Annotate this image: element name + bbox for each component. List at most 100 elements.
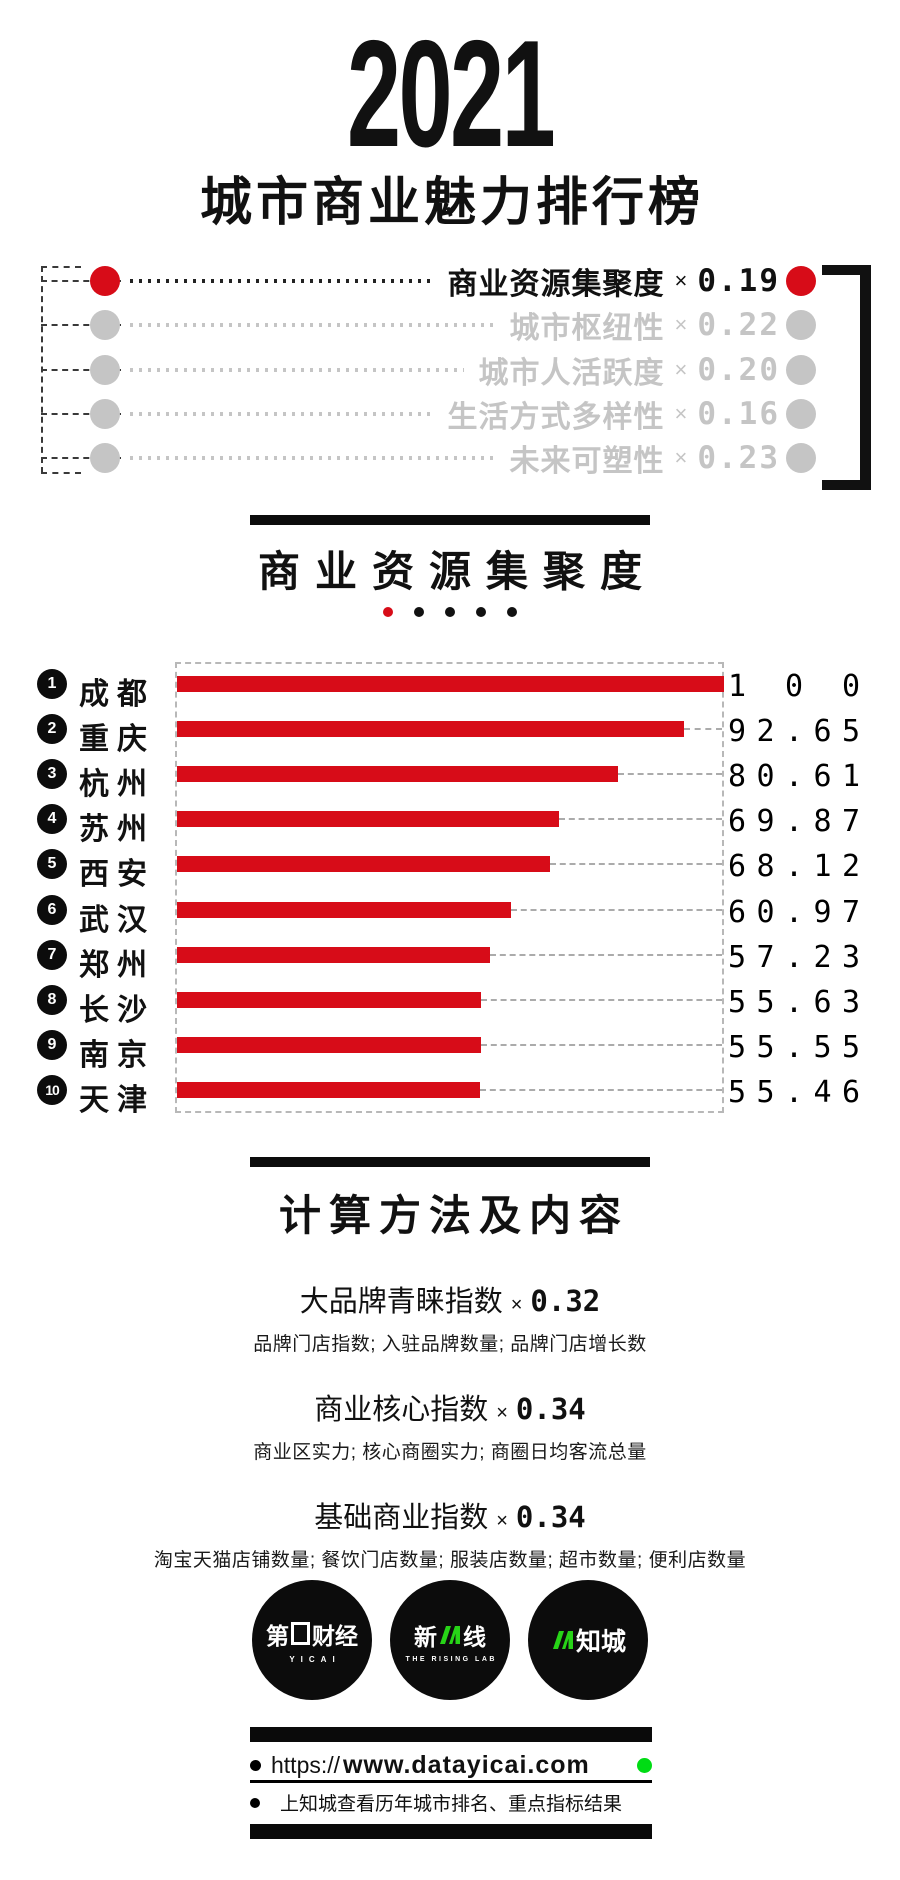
value-digit: 9 [756,804,775,840]
leader-dashed-line [684,728,722,731]
leader-dashed-line [550,863,722,866]
value-digit: 6 [841,1074,860,1110]
value-digit: 0 [756,759,775,795]
title-year: 2021 [0,18,900,170]
n-mark-icon [440,1625,460,1644]
url-main: www.datayicai.com [343,1750,590,1779]
methods-list: 大品牌青睐指数 × 0.32 品牌门店指数; 入驻品牌数量; 品牌门店增长数 商业核心指… [0,1278,900,1602]
legend-guide-line [41,412,121,415]
carousel-dot-3[interactable] [445,607,455,617]
value-digit: 5 [728,1029,747,1065]
logo-caption: YICAI [289,1654,341,1664]
dotted-leader-line [130,279,434,283]
value-digit: 9 [813,894,832,930]
legend-item-weight: 0.23 [697,440,780,477]
value-digit: 6 [728,849,747,885]
rank-badge: 9 [37,1029,67,1060]
bar-chart: 1 成都 1 0 0 2 重庆 9 2. 6 5 3 杭州 8 0. 6 1 4 苏州 6 9. 8 7 5 西安 6 8. 1 2 6 武… [0,662,900,1117]
method-detail: 品牌门店指数; 入驻品牌数量; 品牌门店增长数 [253,1334,647,1355]
chart-row: 7 郑州 5 7. 2 3 [0,933,900,982]
value-digit: 5 [728,939,747,975]
method-name: 商业核心指数 [314,1394,489,1426]
rank-badge: 8 [37,984,67,1015]
logo-text: 知城 [575,1628,626,1656]
rank-badge: 6 [37,894,67,925]
value-digit: 4 [813,1074,832,1110]
value-bar [177,811,559,828]
chart-row: 3 杭州 8 0. 6 1 [0,752,900,801]
carousel-dot-4[interactable] [476,607,486,617]
value-digit: 3 [841,984,860,1020]
legend-item-3[interactable]: 城市人活跃度 × 0.20 [130,348,780,392]
legend-item-1[interactable]: 商业资源集聚度 × 0.19 [130,259,780,303]
carousel-dot-1[interactable] [383,607,393,617]
value-digit: 6 [728,804,747,840]
legend-item-4[interactable]: 生活方式多样性 × 0.16 [130,392,780,436]
multiply-symbol: × [674,445,688,471]
logo-wordmark: 第财经 [266,1617,358,1651]
title-year-text: 2021 [346,9,556,179]
method-title: 基础商业指数 × 0.34 [0,1494,900,1536]
carousel-dot-5[interactable] [507,607,517,617]
city-label: 武汉 [79,903,155,937]
dotted-leader-line [130,323,496,328]
legend-item-label: 城市人活跃度 [478,356,665,390]
method-weight: 0.34 [515,1392,586,1426]
value-digit: . [784,804,804,840]
bullet-icon [250,1797,260,1808]
method-weight: 0.32 [530,1284,601,1318]
leader-dashed-line [618,773,722,776]
rank-badge: 3 [37,759,67,790]
value-bar [177,1036,481,1053]
legend-left-dot [90,354,120,385]
bullet-icon [250,1759,261,1771]
value-digit: 8 [756,849,775,885]
url-prefix: https:// [271,1751,341,1778]
multiply-symbol: × [496,1402,508,1424]
chart-row: 5 西安 6 8. 1 2 [0,842,900,891]
method-title: 商业核心指数 × 0.34 [0,1386,900,1428]
rank-badge: 4 [37,804,67,835]
rank-badge: 7 [37,939,67,970]
box-glyph-icon [291,1622,310,1645]
value-digit: 2 [841,849,860,885]
city-label: 成都 [79,678,155,711]
value-digit: 5 [756,984,775,1020]
rank-badge: 10 [37,1074,67,1105]
value-digit: 0 [784,669,804,704]
logo-wordmark: 知城 [550,1622,626,1658]
legend-item-5[interactable]: 未来可塑性 × 0.23 [130,436,780,480]
city-label: 重庆 [79,723,155,757]
carousel-dot-2[interactable] [414,607,424,617]
leader-dashed-line [559,818,722,821]
value-label: 1 0 0 [728,669,860,704]
logo-text: 第 [266,1622,289,1649]
multiply-symbol: × [674,268,688,293]
value-digit: 1 [728,669,747,704]
page-title: 城市商业魅力排行榜 [199,174,704,232]
legend-item-weight: 0.19 [697,263,780,299]
value-digit: 1 [841,759,860,795]
chart-row: 6 武汉 6 0. 9 7 [0,888,900,937]
value-digit: 5 [728,1074,747,1110]
logo-text: 新 [414,1623,437,1650]
legend-guide-line [41,472,81,474]
rank-badge: 2 [37,714,67,745]
value-digit: 6 [813,759,832,795]
brand-logos: 第财经 YICAI 新线 THE RISING LAB 知城 [0,1580,900,1700]
chart-row: 2 重庆 9 2. 6 5 [0,707,900,756]
legend-right-dot [786,354,816,385]
value-digit: . [784,714,804,750]
legend-item-label: 城市枢纽性 [509,312,665,346]
method-name: 基础商业指数 [314,1502,489,1534]
leader-dashed-line [511,908,722,911]
legend-item-2[interactable]: 城市枢纽性 × 0.22 [130,303,780,347]
value-digit: 2 [813,939,832,975]
value-digit: . [784,939,804,975]
method-item: 大品牌青睐指数 × 0.32 品牌门店指数; 入驻品牌数量; 品牌门店增长数 [0,1278,900,1356]
value-digit: . [784,759,804,795]
website-link[interactable]: https:// www.datayicai.com [250,1750,652,1783]
